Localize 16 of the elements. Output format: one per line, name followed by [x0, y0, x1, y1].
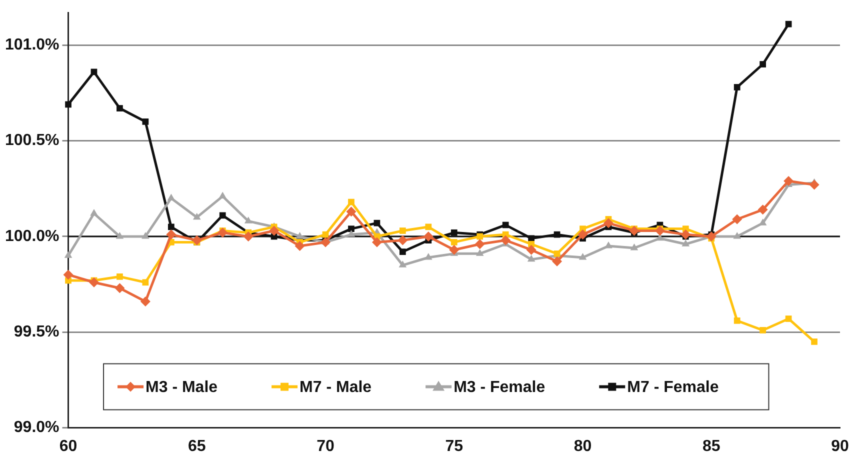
y-tick-label: 99.5% [14, 324, 60, 341]
x-tick-label: 90 [831, 438, 849, 455]
x-tick-label: 65 [188, 438, 206, 455]
y-tick-label: 100.5% [5, 132, 60, 150]
x-tick-label: 70 [316, 438, 335, 455]
x-tick-label: 75 [445, 438, 464, 455]
y-tick-label: 101.0% [5, 36, 60, 54]
legend-label: M7 - Female [627, 379, 719, 396]
y-tick-label: 99.0% [14, 419, 60, 436]
x-tick-label: 85 [702, 438, 720, 455]
x-tick-label: 80 [574, 438, 592, 455]
legend-label: M3 - Male [146, 379, 218, 396]
y-tick-label: 100.0% [5, 228, 60, 245]
legend-label: M7 - Male [300, 379, 372, 396]
legend-label: M3 - Female [454, 379, 546, 396]
x-tick-label: 60 [59, 438, 78, 455]
